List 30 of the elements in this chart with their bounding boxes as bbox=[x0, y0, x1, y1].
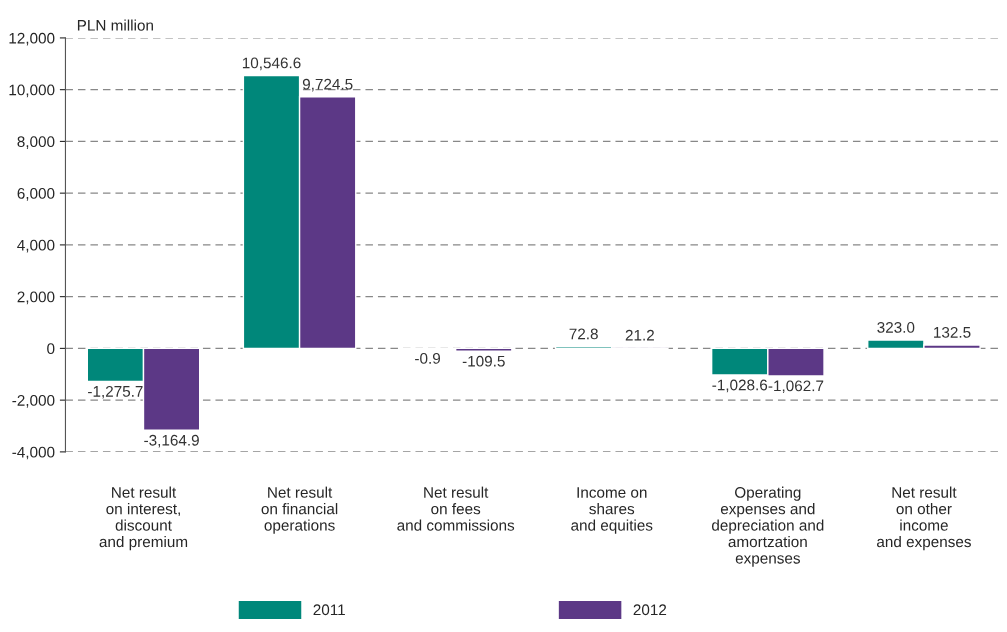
y-tick-label: 10,000 bbox=[9, 84, 55, 98]
legend-label: 2012 bbox=[633, 604, 667, 616]
data-label: 72.8 bbox=[569, 328, 598, 340]
x-tick-label: Net result on financial operations bbox=[261, 486, 338, 534]
x-tick-label: Operating expenses and depreciation and amortzation expenses bbox=[712, 486, 824, 567]
data-label: -1,028.6 bbox=[712, 379, 768, 393]
data-label: 132.5 bbox=[934, 326, 971, 338]
data-label: -0.9 bbox=[415, 352, 441, 364]
data-label: 10,546.6 bbox=[242, 57, 301, 71]
data-label: 21.2 bbox=[625, 329, 654, 341]
x-tick-label: Income on shares and equities bbox=[571, 487, 653, 534]
y-tick-label: 4,000 bbox=[17, 239, 55, 253]
x-tick-label: Net result on fees and commissions bbox=[397, 486, 515, 531]
y-tick-label: 12,000 bbox=[9, 32, 55, 46]
y-axis-title: PLN million bbox=[77, 19, 153, 31]
y-tick-label: 0 bbox=[47, 343, 55, 355]
y-tick-label: -2,000 bbox=[12, 395, 55, 408]
y-tick-label: 6,000 bbox=[17, 188, 55, 201]
data-label: -1,062.7 bbox=[768, 380, 824, 394]
legend-label: 2011 bbox=[313, 604, 345, 616]
y-tick-label: 2,000 bbox=[17, 291, 55, 305]
x-tick-label: Net result on other income and expenses bbox=[877, 486, 971, 551]
data-label: 323.0 bbox=[877, 322, 915, 333]
data-label: 9,724.5 bbox=[302, 78, 353, 92]
data-label: -1,275.7 bbox=[88, 385, 143, 399]
y-tick-label: 8,000 bbox=[17, 136, 55, 149]
x-tick-label: Net result on interest, discount and premium bbox=[99, 486, 188, 551]
data-label: -109.5 bbox=[462, 355, 505, 367]
y-tick-label: -4,000 bbox=[12, 446, 55, 460]
data-label: -3,164.9 bbox=[144, 434, 199, 448]
